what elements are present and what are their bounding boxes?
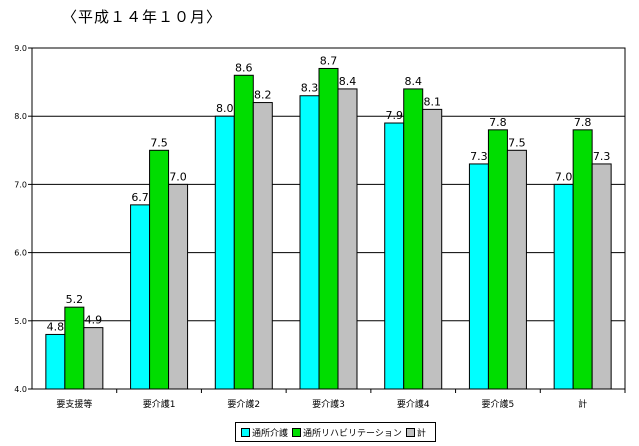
bar-1-4: [403, 88, 424, 390]
data-label-1-2: 8.6: [235, 61, 253, 74]
bar-1-0: [64, 306, 85, 390]
data-label-1-3: 8.7: [320, 54, 338, 67]
y-tick-label-0: 4.0: [14, 385, 27, 394]
y-tick-label-3: 7.0: [14, 180, 27, 189]
bar-2-4: [422, 108, 443, 390]
x-tick-label-3: 要介護3: [312, 398, 345, 410]
bar-1-2: [233, 74, 254, 390]
data-label-2-5: 7.5: [508, 136, 526, 149]
data-label-0-1: 6.7: [131, 191, 149, 204]
chart-title: 〈平成１４年１０月〉: [62, 8, 223, 26]
data-label-1-4: 8.4: [404, 75, 422, 88]
bar-0-5: [468, 163, 489, 390]
data-label-2-3: 8.4: [339, 75, 357, 88]
data-label-1-5: 7.8: [489, 116, 507, 129]
legend-label-1: 通所リハビリテーション: [303, 428, 402, 439]
data-label-2-0: 4.9: [85, 314, 103, 327]
bar-0-4: [384, 122, 405, 390]
data-label-0-6: 7.0: [555, 170, 573, 183]
bar-2-2: [252, 102, 273, 390]
y-tick-label-2: 6.0: [14, 249, 27, 258]
legend-item-0: 通所介護: [241, 426, 288, 439]
data-label-0-0: 4.8: [47, 320, 65, 333]
x-tick-label-5: 要介護5: [482, 398, 515, 410]
legend-swatch-1: [292, 427, 302, 437]
bar-1-1: [149, 149, 170, 390]
data-label-0-3: 8.3: [301, 82, 319, 95]
y-tick-label-4: 8.0: [14, 112, 27, 121]
bar-0-6: [553, 183, 574, 390]
legend-item-2: 計: [405, 426, 426, 439]
x-tick-label-1: 要介護1: [143, 398, 176, 410]
bar-1-6: [572, 129, 593, 390]
data-label-1-6: 7.8: [574, 116, 592, 129]
bar-0-2: [214, 115, 235, 390]
x-tick-label-2: 要介護2: [227, 398, 260, 410]
bar-2-5: [506, 149, 527, 390]
bar-0-1: [130, 204, 151, 390]
legend-swatch-2: [405, 427, 415, 437]
legend-swatch-0: [241, 427, 250, 437]
bar-1-5: [487, 129, 508, 390]
data-label-2-4: 8.1: [423, 95, 441, 108]
x-tick-label-4: 要介護4: [397, 398, 430, 410]
bar-2-1: [168, 183, 189, 390]
bar-2-0: [83, 327, 104, 390]
data-label-1-0: 5.2: [66, 293, 84, 306]
data-label-0-5: 7.3: [470, 150, 488, 163]
legend: 通所介護 通所リハビリテーション 計: [235, 422, 436, 442]
legend-item-1: 通所リハビリテーション: [292, 426, 402, 439]
data-label-2-1: 7.0: [169, 170, 187, 183]
bar-2-6: [591, 163, 612, 390]
legend-label-2: 計: [416, 428, 426, 439]
bar-2-3: [337, 88, 358, 390]
y-tick-label-5: 9.0: [14, 44, 27, 53]
bar-0-3: [299, 95, 320, 390]
data-label-0-2: 8.0: [216, 102, 234, 115]
x-tick-label-0: 要支援等: [56, 398, 92, 410]
data-label-2-2: 8.2: [254, 89, 272, 102]
data-label-0-4: 7.9: [385, 109, 403, 122]
data-label-1-1: 7.5: [150, 136, 168, 149]
bar-1-3: [318, 67, 339, 390]
bar-0-0: [45, 333, 66, 390]
x-tick-label-6: 計: [578, 398, 587, 410]
legend-label-0: 通所介護: [252, 428, 289, 439]
y-tick-label-1: 5.0: [14, 317, 27, 326]
data-label-2-6: 7.3: [593, 150, 611, 163]
